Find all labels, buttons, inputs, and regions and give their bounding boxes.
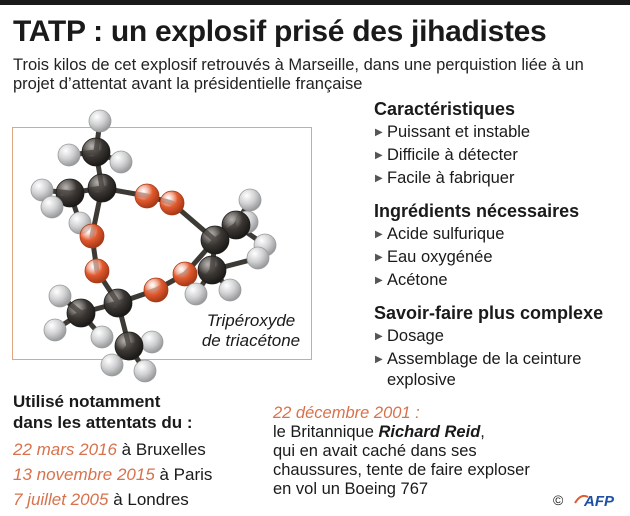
- hydrogen-atom: [88, 109, 112, 133]
- carbon-atom: [55, 178, 85, 208]
- section-title: Ingrédients nécessaires: [374, 201, 580, 221]
- hydrogen-atom: [48, 284, 72, 308]
- section-title: Caractéristiques: [374, 99, 516, 119]
- list-item: ▶ Acétone: [374, 270, 626, 291]
- carbon-atom: [197, 255, 227, 285]
- oxygen-atom: [143, 277, 169, 303]
- section-characteristics: Caractéristiques ▶ Puissant et instable ▶…: [374, 98, 626, 189]
- oxygen-atom: [159, 190, 185, 216]
- attack-row: 7 juillet 2005 à Londres: [13, 487, 273, 512]
- attacks-heading-line-1: Utilisé notamment: [13, 392, 161, 411]
- attack-date: 22 mars 2016: [13, 440, 117, 459]
- reid-line-4: en vol un Boeing 767: [273, 480, 429, 498]
- list-item: ▶ Eau oxygénée: [374, 247, 626, 268]
- afp-logo-text: AFP: [583, 493, 615, 509]
- section-title: Savoir-faire plus complexe: [374, 303, 604, 323]
- carbon-atom: [81, 137, 111, 167]
- attacks-heading-line-2: dans les attentats du :: [13, 413, 193, 432]
- oxygen-atom: [84, 258, 110, 284]
- list-item-text: Eau oxygénée: [387, 248, 493, 266]
- reid-suffix: ,: [480, 423, 485, 441]
- list-item: ▶ Dosage: [374, 326, 626, 347]
- reid-block: 22 décembre 2001 : le Britannique Richar…: [273, 404, 573, 499]
- section-ingredients: Ingrédients nécessaires ▶ Acide sulfuriqu…: [374, 200, 626, 291]
- hydrogen-atom: [109, 150, 133, 174]
- hydrogen-atom: [184, 282, 208, 306]
- list-item: ▶ Facile à fabriquer: [374, 168, 626, 189]
- bullet-arrow-icon: ▶: [375, 150, 383, 161]
- attack-place: à Bruxelles: [116, 440, 206, 459]
- page-title: TATP : un explosif prisé des jihadistes: [13, 15, 547, 48]
- molecule-atoms: [30, 109, 277, 383]
- afp-logo-icon: AFP: [574, 493, 615, 509]
- bullet-arrow-icon: ▶: [375, 331, 383, 342]
- hydrogen-atom: [90, 325, 114, 349]
- hydrogen-atom: [30, 178, 54, 202]
- attack-place: à Paris: [154, 465, 213, 484]
- top-bar: [0, 0, 630, 5]
- page-subtitle: Trois kilos de cet explosif retrouvés à …: [13, 56, 584, 93]
- hydrogen-atom: [100, 353, 124, 377]
- section-know-how: Savoir-faire plus complexe ▶ Dosage ▶ Asse…: [374, 302, 626, 391]
- hydrogen-atom: [133, 359, 157, 383]
- carbon-atom: [87, 173, 117, 203]
- oxygen-atom: [79, 223, 105, 249]
- hydrogen-atom: [246, 246, 270, 270]
- section-list: ▶ Acide sulfurique ▶ Eau oxygénée ▶ Acétone: [374, 224, 626, 291]
- hydrogen-atom: [43, 318, 67, 342]
- carbon-atom: [103, 288, 133, 318]
- reid-prefix: le Britannique: [273, 423, 379, 441]
- facts-panel: Caractéristiques ▶ Puissant et instable ▶…: [374, 98, 626, 402]
- list-item: ▶ Assemblage de la ceinture explosive: [374, 349, 626, 391]
- list-item: ▶ Puissant et instable: [374, 122, 626, 143]
- attack-date: 13 novembre 2015: [13, 465, 155, 484]
- molecule-frame: [12, 127, 312, 360]
- molecule-label-line-2: de triacétone: [201, 331, 301, 350]
- list-item-text: Difficile à détecter: [387, 146, 518, 164]
- bullet-arrow-icon: ▶: [375, 127, 383, 138]
- attack-row: 22 mars 2016 à Bruxelles: [13, 437, 273, 462]
- oxygen-atom: [172, 261, 198, 287]
- hydrogen-atom: [218, 278, 242, 302]
- list-item: ▶ Difficile à détecter: [374, 145, 626, 166]
- molecule-label: Tripéroxyde de triacétone: [186, 311, 316, 351]
- list-item-text: Dosage: [387, 327, 444, 345]
- reid-line-3: chaussures, tente de faire exploser: [273, 461, 530, 479]
- hydrogen-atom: [140, 330, 164, 354]
- bullet-arrow-icon: ▶: [375, 252, 383, 263]
- reid-line-2: qui en avait caché dans ses: [273, 442, 477, 460]
- list-item-text: Acétone: [387, 271, 448, 289]
- bullet-arrow-icon: ▶: [375, 229, 383, 240]
- attacks-heading: Utilisé notamment dans les attentats du …: [13, 391, 273, 433]
- hydrogen-atom: [238, 188, 262, 212]
- list-item-text: Facile à fabriquer: [387, 169, 515, 187]
- bullet-arrow-icon: ▶: [375, 354, 383, 365]
- carbon-atom: [221, 210, 251, 240]
- attacks-block: Utilisé notamment dans les attentats du …: [13, 391, 273, 512]
- hydrogen-atom: [40, 195, 64, 219]
- oxygen-atom: [134, 183, 160, 209]
- reid-line-1: le Britannique Richard Reid,: [273, 423, 573, 442]
- attack-date: 7 juillet 2005: [13, 490, 109, 509]
- section-list: ▶ Puissant et instable ▶ Difficile à détec…: [374, 122, 626, 189]
- carbon-atom: [200, 225, 230, 255]
- bullet-arrow-icon: ▶: [375, 173, 383, 184]
- attack-place: à Londres: [108, 490, 189, 509]
- reid-name: Richard Reid: [378, 423, 481, 441]
- list-item: ▶ Acide sulfurique: [374, 224, 626, 245]
- list-item-text: Puissant et instable: [387, 123, 531, 141]
- reid-date: 22 décembre 2001 :: [273, 404, 420, 422]
- bullet-arrow-icon: ▶: [375, 275, 383, 286]
- carbon-atom: [66, 298, 96, 328]
- list-item-text: Assemblage de la ceinture explosive: [387, 350, 582, 389]
- molecule-label-line-1: Tripéroxyde: [206, 311, 296, 330]
- carbon-atom: [114, 331, 144, 361]
- section-list: ▶ Dosage ▶ Assemblage de la ceinture explo…: [374, 326, 626, 391]
- hydrogen-atom: [57, 143, 81, 167]
- attack-row: 13 novembre 2015 à Paris: [13, 462, 273, 487]
- list-item-text: Acide sulfurique: [387, 225, 505, 243]
- copyright-symbol: ©: [553, 492, 564, 508]
